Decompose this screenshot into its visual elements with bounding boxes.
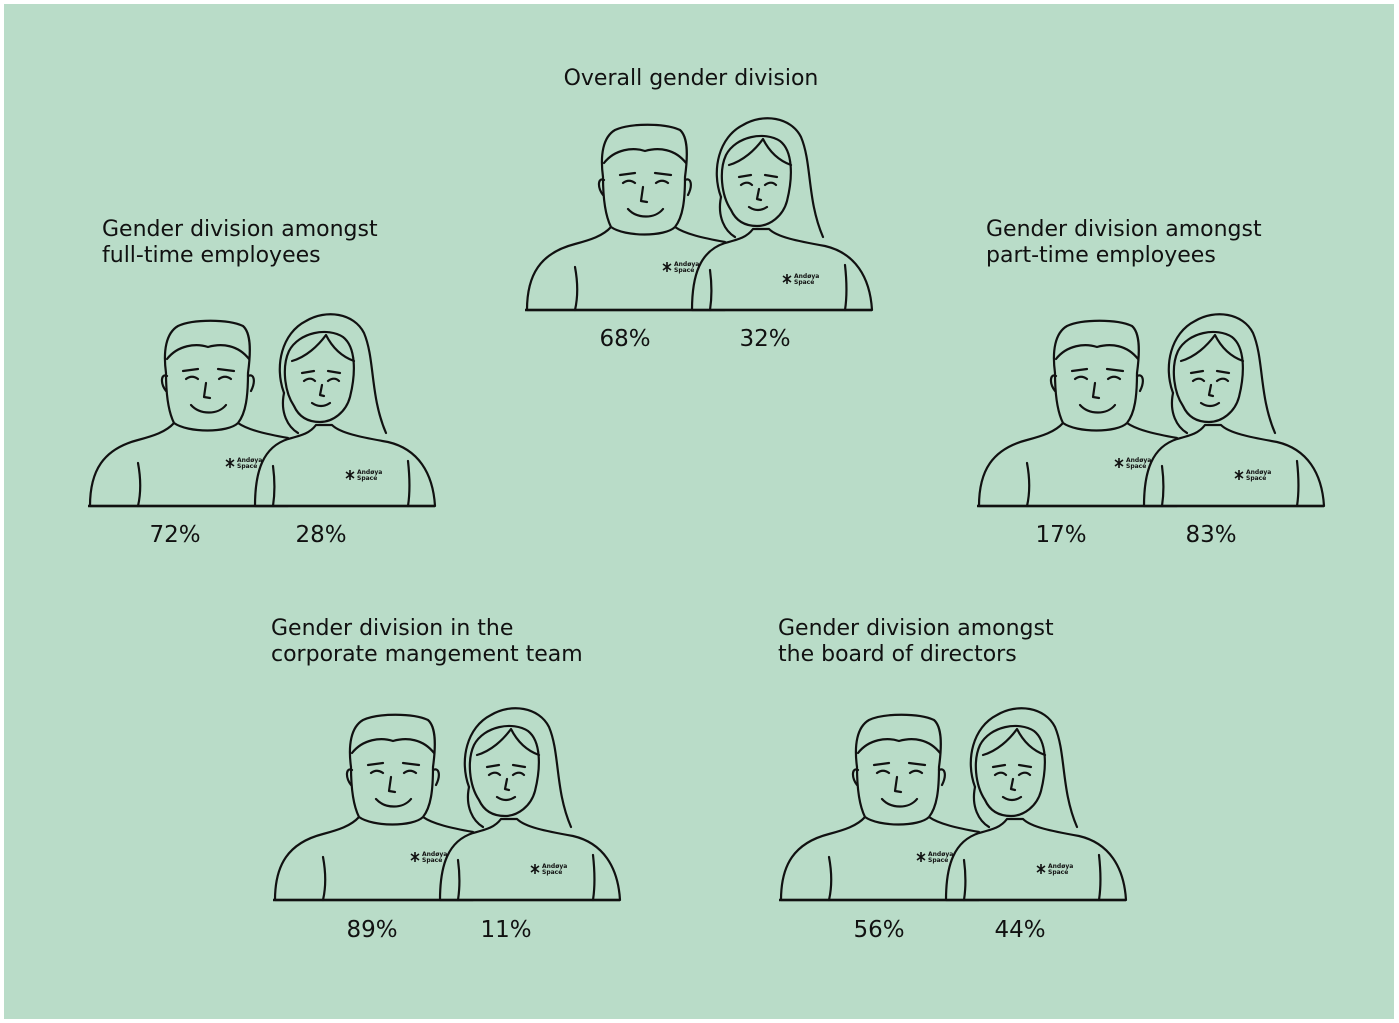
- panel-title: corporate mangement team: [271, 642, 583, 667]
- panel-title: Gender division amongst: [102, 217, 378, 242]
- logo-text: Space: [928, 857, 948, 864]
- women-percentage: 83%: [1185, 522, 1236, 548]
- panel-title: part-time employees: [986, 243, 1216, 268]
- women-percentage: 32%: [739, 326, 790, 352]
- panel-title: full-time employees: [102, 243, 321, 268]
- logo-text: Space: [237, 463, 257, 470]
- panel-title: Gender division amongst: [778, 616, 1054, 641]
- logo-text: Space: [794, 279, 814, 286]
- men-percentage: 72%: [149, 522, 200, 548]
- men-percentage: 17%: [1035, 522, 1086, 548]
- women-percentage: 11%: [480, 917, 531, 943]
- women-percentage: 28%: [295, 522, 346, 548]
- background: [4, 4, 1394, 1019]
- logo-text: Space: [542, 869, 562, 876]
- panel-title: the board of directors: [778, 642, 1017, 667]
- logo-text: Space: [674, 267, 694, 274]
- logo-text: Space: [1246, 475, 1266, 482]
- logo-text: Space: [1048, 869, 1068, 876]
- panel-title: Gender division in the: [271, 616, 513, 641]
- men-percentage: 89%: [346, 917, 397, 943]
- men-percentage: 68%: [599, 326, 650, 352]
- panel-title: Overall gender division: [564, 66, 819, 91]
- logo-text: Space: [357, 475, 377, 482]
- logo-text: Space: [422, 857, 442, 864]
- logo-text: Space: [1126, 463, 1146, 470]
- men-percentage: 56%: [853, 917, 904, 943]
- panel-title: Gender division amongst: [986, 217, 1262, 242]
- women-percentage: 44%: [994, 917, 1045, 943]
- infographic: Overall gender divisionAndøyaSpaceAndøya…: [0, 0, 1399, 1023]
